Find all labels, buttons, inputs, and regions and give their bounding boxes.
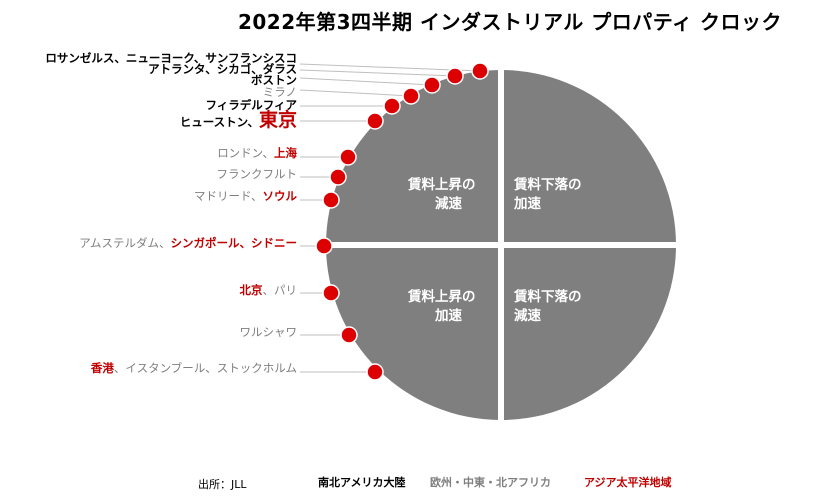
- chart-title: 2022年第3四半期 インダストリアル プロパティ クロック: [237, 10, 783, 34]
- market-label-segment: 香港: [90, 361, 114, 375]
- legend-apac: アジア太平洋地域: [584, 476, 672, 489]
- quadrant-bottom-right-line2: 減速: [514, 308, 541, 324]
- market-label-segment: 東京: [258, 109, 297, 131]
- market-marker: [322, 284, 340, 302]
- quadrant-top-left-label: 賃料上昇の 減速: [408, 176, 476, 214]
- market-label: マドリード、ソウル: [194, 190, 297, 203]
- market-marker: [446, 67, 464, 85]
- market-label-segment: マドリード、: [193, 189, 263, 203]
- clock-face: [324, 68, 678, 422]
- quadrant-bottom-left-label: 賃料上昇の 加速: [408, 288, 476, 326]
- quadrant-top-right-label: 賃料下落の 加速: [514, 176, 582, 214]
- market-marker: [339, 148, 357, 166]
- market-label-segment: アトランタ、シカゴ、ダラス: [148, 62, 297, 76]
- market-label: 北京、パリ: [240, 284, 298, 297]
- quadrant-bottom-left-line1: 賃料上昇の: [408, 289, 476, 305]
- market-label-segment: ロサンゼルス、ニューヨーク、サンフランシスコ: [45, 51, 297, 65]
- leader-line: [299, 77, 433, 86]
- legend-americas: 南北アメリカ大陸: [318, 476, 406, 489]
- quadrant-top-right-line1: 賃料下落の: [514, 177, 582, 193]
- market-label-segment: ボストン: [251, 73, 297, 87]
- market-marker: [329, 168, 347, 186]
- quadrant-bottom-right-line1: 賃料下落の: [514, 289, 582, 305]
- market-label-segment: ヒューストン、: [179, 115, 259, 129]
- market-label-segment: ワルシャワ: [239, 325, 298, 339]
- market-label-segment: ソウル: [262, 189, 298, 203]
- market-label-segment: フランクフルト: [216, 167, 298, 181]
- clock-divider-horizontal: [324, 242, 678, 248]
- market-marker: [383, 97, 401, 115]
- quadrant-bottom-right-label: 賃料下落の 減速: [514, 288, 582, 326]
- market-label: ワルシャワ: [240, 326, 298, 339]
- quadrant-top-left-line1: 賃料上昇の: [408, 177, 476, 193]
- market-marker: [315, 237, 333, 255]
- market-label: 香港、イスタンブール、ストックホルム: [91, 362, 297, 375]
- market-marker: [340, 326, 358, 344]
- quadrant-top-left-line2: 減速: [435, 196, 462, 212]
- market-marker: [366, 112, 384, 130]
- quadrant-top-right-line2: 加速: [514, 196, 541, 212]
- quadrant-bottom-left-line2: 加速: [435, 308, 462, 324]
- market-label-segment: 、イスタンブール、ストックホルム: [113, 361, 297, 375]
- market-label: ミラノ: [263, 86, 297, 99]
- market-label: フィラデルフィア: [205, 99, 297, 112]
- market-marker: [322, 191, 340, 209]
- market-label: ロサンゼルス、ニューヨーク、サンフランシスコ: [45, 52, 297, 65]
- market-label-segment: ロンドン、: [217, 146, 274, 160]
- market-marker: [366, 363, 384, 381]
- market-label-segment: シンガポール、シドニー: [170, 236, 298, 250]
- market-label: ボストン: [251, 74, 297, 87]
- market-marker: [423, 76, 441, 94]
- market-label: フランクフルト: [217, 168, 298, 181]
- market-marker: [402, 87, 420, 105]
- market-label: アトランタ、シカゴ、ダラス: [148, 63, 297, 76]
- market-label-segment: アムステルダム、: [79, 236, 171, 250]
- market-label-segment: 北京: [239, 283, 263, 297]
- market-label-segment: ミラノ: [262, 85, 297, 99]
- leader-line: [299, 69, 456, 77]
- market-markers: [315, 62, 489, 381]
- market-label-segment: 上海: [274, 146, 297, 160]
- market-label: ヒューストン、東京: [179, 111, 297, 130]
- legend-emea: 欧州・中東・北アフリカ: [430, 476, 551, 489]
- market-label-segment: 、パリ: [262, 283, 298, 297]
- leader-line: [299, 89, 412, 97]
- market-label-segment: フィラデルフィア: [205, 98, 297, 112]
- source-note: 出所：JLL: [198, 478, 247, 491]
- market-label: アムステルダム、シンガポール、シドニー: [79, 237, 297, 250]
- market-marker: [471, 62, 489, 80]
- market-label: ロンドン、上海: [217, 147, 297, 160]
